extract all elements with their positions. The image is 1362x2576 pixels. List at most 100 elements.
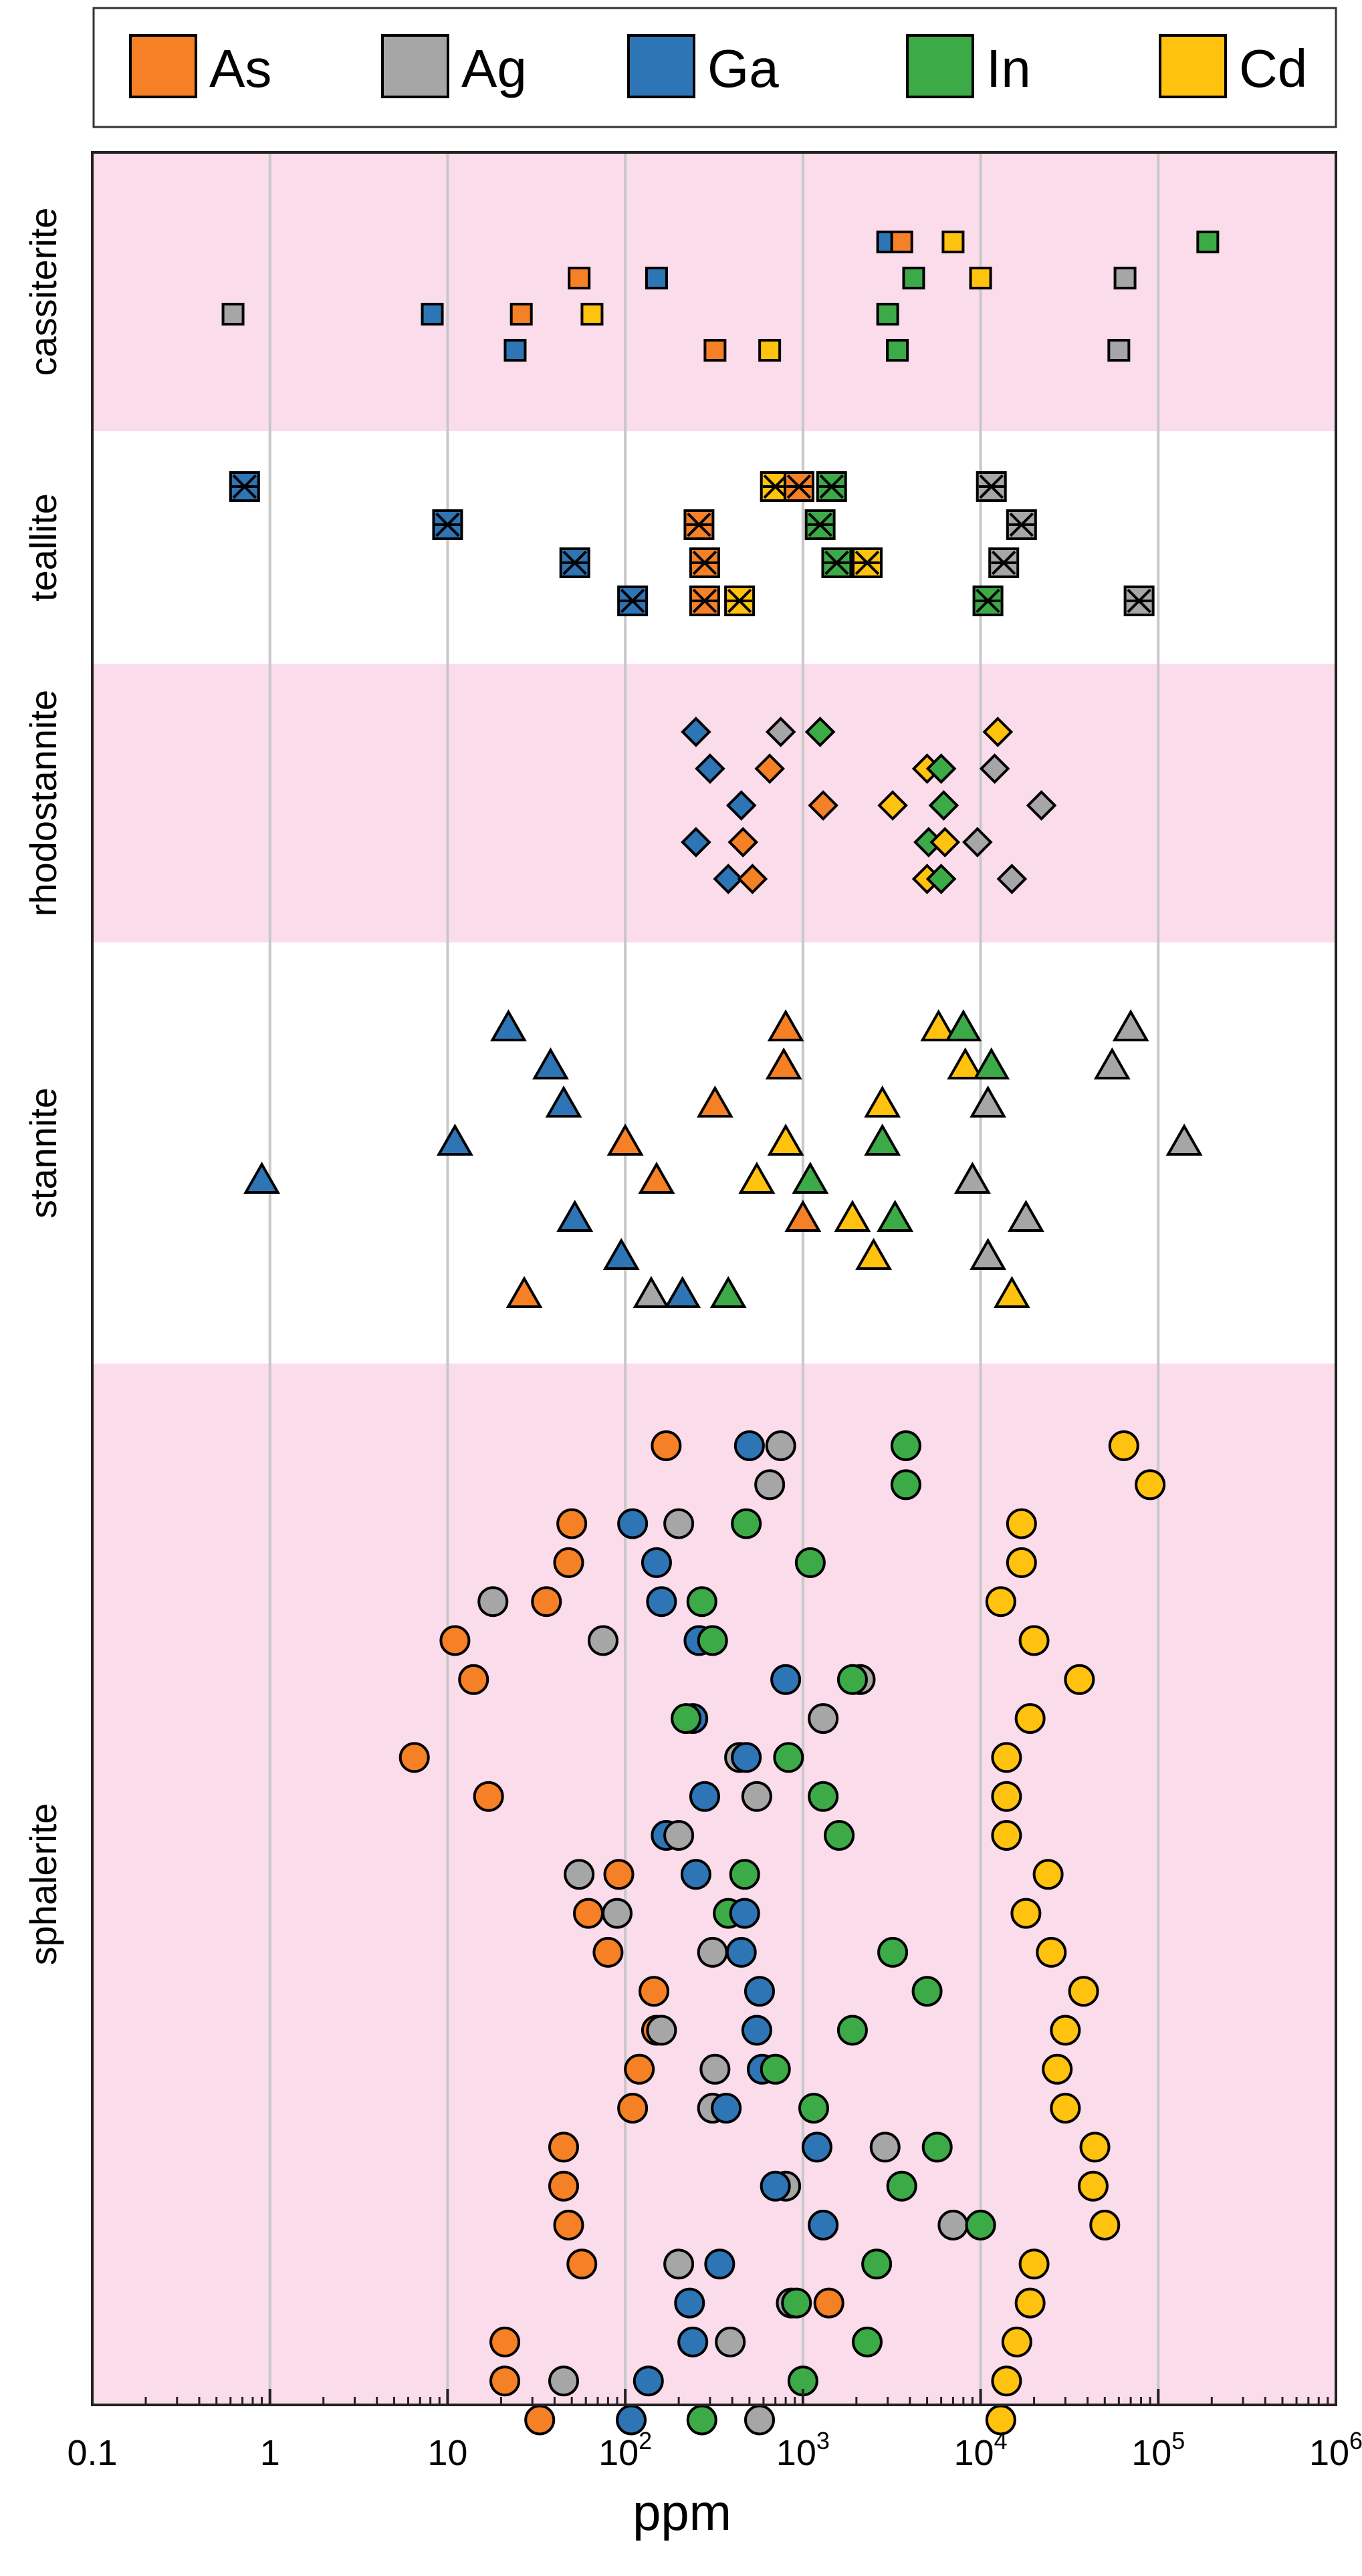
point-stannite-ga [664, 1275, 701, 1308]
band-cassiterite [92, 152, 1336, 431]
point-sphalerite-in [890, 1469, 921, 1501]
point-sphalerite-as [489, 2326, 521, 2357]
point-rhodostannite-ag [979, 753, 1010, 784]
legend-swatch-ag [381, 34, 449, 98]
point-sphalerite-in [965, 2210, 996, 2240]
point-sphalerite-ga [704, 2248, 735, 2280]
point-sphalerite-in [911, 1976, 943, 2007]
point-sphalerite-in [731, 1508, 762, 1539]
x-tick-label: 106 [1309, 2427, 1362, 2473]
point-sphalerite-ag [601, 1898, 633, 1929]
point-stannite-ag [970, 1237, 1007, 1270]
point-sphalerite-ga [689, 1781, 720, 1812]
point-sphalerite-in [824, 1820, 855, 1851]
point-sphalerite-in [836, 2015, 868, 2046]
point-sphalerite-ga [725, 1936, 757, 1968]
point-sphalerite-cd [1006, 1508, 1037, 1539]
point-sphalerite-as [572, 1898, 604, 1929]
point-stannite-ag [953, 1161, 991, 1194]
point-cassiterite-in [876, 303, 899, 326]
point-rhodostannite-in [925, 864, 957, 894]
point-sphalerite-cd [1042, 2053, 1073, 2085]
point-stannite-ga [602, 1237, 640, 1270]
point-rhodostannite-in [804, 717, 836, 747]
point-stannite-cd [855, 1237, 893, 1270]
x-tick-label: 104 [954, 2427, 1008, 2473]
point-sphalerite-ag [765, 1430, 796, 1461]
point-stannite-in [709, 1275, 747, 1308]
point-sphalerite-ga [617, 1508, 649, 1539]
point-rhodostannite-ag [962, 827, 993, 858]
point-sphalerite-as [603, 1859, 635, 1890]
point-sphalerite-cd [1014, 1703, 1046, 1734]
point-rhodostannite-ga [681, 717, 711, 747]
x-tick-label: 10 [427, 2433, 467, 2473]
point-teallite-ga [559, 547, 590, 578]
point-stannite-as [638, 1161, 675, 1194]
point-stannite-ag [1112, 1009, 1149, 1041]
point-sphalerite-as [566, 2248, 598, 2280]
point-stannite-in [945, 1009, 982, 1041]
band-rhodostannite [92, 664, 1336, 942]
point-sphalerite-in [877, 1936, 909, 1968]
point-sphalerite-as [473, 1781, 504, 1812]
point-cassiterite-cd [941, 231, 965, 253]
point-sphalerite-cd [1108, 1430, 1139, 1461]
point-sphalerite-ga [729, 1898, 760, 1929]
point-sphalerite-cd [1089, 2210, 1121, 2240]
point-sphalerite-ga [770, 1664, 802, 1695]
plot-frame [91, 151, 1337, 2406]
x-tick-label: 0.1 [67, 2433, 117, 2473]
point-sphalerite-in [760, 2053, 791, 2085]
point-sphalerite-ga [801, 2132, 832, 2163]
point-sphalerite-cd [1018, 2248, 1050, 2280]
point-sphalerite-cd [1006, 1547, 1037, 1578]
point-sphalerite-ga [633, 2365, 664, 2397]
point-sphalerite-ag [808, 1703, 839, 1734]
point-sphalerite-ga [674, 2287, 705, 2319]
legend-item-ag: Ag [381, 34, 527, 98]
point-sphalerite-in [851, 2326, 883, 2357]
point-sphalerite-ga [680, 1859, 711, 1890]
point-teallite-as [689, 547, 720, 578]
legend-swatch-ga [627, 34, 695, 98]
legend-label-ga: Ga [707, 39, 779, 98]
band-sphalerite [92, 1364, 1336, 2405]
point-stannite-in [973, 1047, 1010, 1079]
point-sphalerite-ga [711, 2093, 742, 2124]
point-sphalerite-cd [1050, 2093, 1081, 2124]
point-sphalerite-in [798, 2093, 829, 2124]
point-teallite-ag [976, 471, 1007, 502]
legend-swatch-as [129, 34, 197, 98]
point-cassiterite-ga [645, 267, 668, 289]
category-label-rhodostannite: rhodostannite [22, 690, 64, 916]
point-stannite-as [767, 1009, 804, 1041]
point-stannite-cd [767, 1123, 804, 1156]
point-sphalerite-in [697, 1625, 728, 1656]
point-sphalerite-ag [663, 1508, 695, 1539]
category-labels: cassiterite teallite rhodostannite stannite… [22, 207, 64, 1965]
point-rhodostannite-as [737, 864, 768, 894]
point-sphalerite-in [773, 1742, 804, 1773]
band-stannite [92, 942, 1336, 1364]
point-sphalerite-cd [1050, 2015, 1081, 2046]
legend-label-cd: Cd [1239, 39, 1307, 98]
point-sphalerite-in [808, 1781, 839, 1812]
point-teallite-in [804, 509, 836, 540]
point-stannite-ga [545, 1085, 582, 1118]
point-sphalerite-as [399, 1742, 430, 1773]
point-stannite-ag [1093, 1047, 1131, 1079]
point-sphalerite-in [729, 1859, 760, 1890]
legend-swatch-in [906, 34, 974, 98]
point-sphalerite-ag [587, 1625, 618, 1656]
point-stannite-cd [920, 1009, 957, 1041]
point-sphalerite-cd [1077, 2170, 1109, 2202]
point-sphalerite-ga [731, 1742, 762, 1773]
point-teallite-cd [724, 586, 756, 616]
point-sphalerite-cd [991, 2365, 1022, 2397]
legend-label-in: In [986, 39, 1031, 98]
point-cassiterite-ga [503, 339, 527, 362]
point-rhodostannite-ga [725, 790, 757, 821]
point-sphalerite-in [890, 1430, 921, 1461]
mineral-bands [92, 152, 1336, 2405]
